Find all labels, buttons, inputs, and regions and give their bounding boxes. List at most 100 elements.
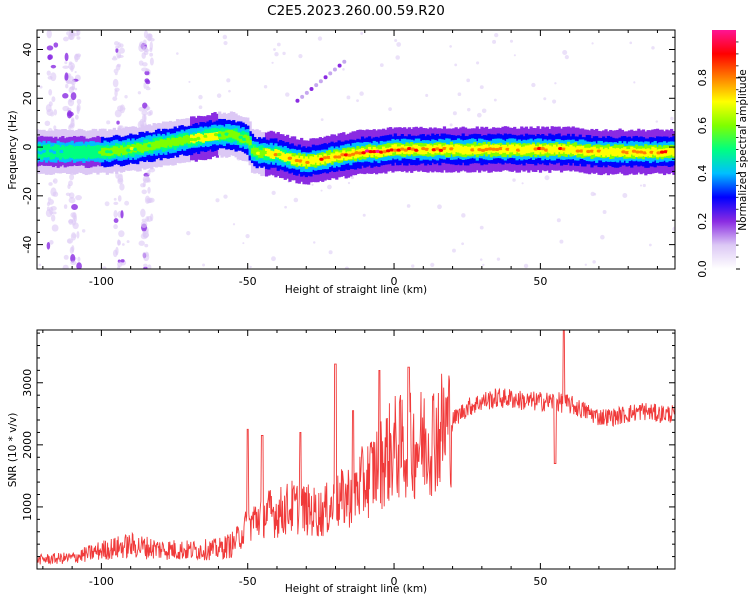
spectrogram-ridge-core xyxy=(329,155,335,159)
spectrogram-speckle xyxy=(554,82,557,85)
y-tick-label: 40 xyxy=(21,43,34,57)
spectrogram-ridge-core xyxy=(336,155,342,159)
spectrogram-speckle xyxy=(119,183,125,191)
snr-xlabel: Height of straight line (km) xyxy=(285,583,427,595)
spectrogram-ridge-core xyxy=(129,146,135,151)
spectrogram-speckle xyxy=(452,111,457,116)
spectrogram-ridge-cell xyxy=(541,146,545,155)
x-tick-label: 0 xyxy=(391,275,398,288)
spectrogram-ridge-core xyxy=(572,147,577,152)
spectrogram-ridge-core xyxy=(291,158,296,163)
spectrogram-speckle xyxy=(51,214,56,222)
spectrogram-speckle xyxy=(113,210,118,219)
spectrogram-ridge-core xyxy=(624,150,630,155)
spectrogram-speckle xyxy=(543,97,547,101)
spectrogram-speckle xyxy=(140,220,148,228)
spectrogram-speckle xyxy=(124,200,130,206)
spectrogram-speckle xyxy=(76,103,81,112)
spectrogram-speckle xyxy=(141,189,147,195)
spectrogram-speckle xyxy=(562,49,568,55)
spectrogram-ridge-core xyxy=(621,150,626,154)
spectrogram-ridge-core xyxy=(442,146,447,151)
spectrogram-ridge-core xyxy=(617,151,623,155)
spectrogram-ridge-core xyxy=(87,150,92,154)
spectrogram-speckle xyxy=(552,99,557,104)
spectrogram-ridge-core xyxy=(361,151,366,155)
spectrogram-ridge-core xyxy=(242,137,247,141)
spectrogram-speckle xyxy=(655,120,659,123)
spectrogram-speckle xyxy=(149,109,153,116)
spectrogram-speckle xyxy=(176,52,179,55)
x-tick-label: -50 xyxy=(239,575,257,588)
spectrogram-ridge-cell xyxy=(555,146,559,155)
spectrogram-ridge-cell xyxy=(325,155,330,164)
spectrogram-ridge-core xyxy=(456,147,461,151)
spectrogram-speckle xyxy=(106,120,111,125)
spectrogram-speckle xyxy=(47,75,53,80)
spectrogram-ridge-core xyxy=(340,153,345,157)
spectrogram-speckle xyxy=(70,118,75,128)
spectrogram-ridge-cell xyxy=(194,133,198,142)
spectrogram-ridge-core xyxy=(192,138,198,142)
spectrogram-speckle xyxy=(147,199,152,204)
spectrogram-ridge-core xyxy=(133,147,138,151)
spectrogram-ridge-cell xyxy=(419,146,423,155)
spectrogram-speckle xyxy=(113,218,119,223)
spectrogram-ridge-core xyxy=(565,147,570,151)
spectrogram-speckle xyxy=(298,54,303,59)
y-tick-label: 3000 xyxy=(21,369,34,397)
spectrogram-speckle xyxy=(120,259,125,263)
spectrogram-ridge-core xyxy=(178,138,184,142)
spectrogram-speckle xyxy=(121,243,125,246)
spectrogram-speckle xyxy=(476,112,482,118)
spectrogram-ridge-core xyxy=(196,136,201,140)
spectrogram-diagonal-blob xyxy=(300,94,305,99)
spectrogram-speckle xyxy=(51,224,59,232)
spectrogram-ridge-core xyxy=(540,147,545,151)
spectrogram-ridge-core xyxy=(561,147,566,151)
spectrogram-ridge-core xyxy=(154,142,159,147)
spectrogram-speckle xyxy=(263,85,268,89)
spectrogram-ridge-core xyxy=(315,159,321,163)
spectrogram-ridge-core xyxy=(161,143,166,147)
spectrogram-speckle xyxy=(633,81,636,84)
spectrogram-speckle xyxy=(591,42,594,45)
spectrogram-ridge-cell xyxy=(545,144,550,153)
spectrogram-speckle xyxy=(113,68,119,74)
spectrogram-ridge-core xyxy=(147,144,152,148)
spectrogram-speckle xyxy=(147,169,151,176)
spectrogram-speckle xyxy=(65,83,69,89)
spectrogram-ridge-core xyxy=(631,149,637,153)
spectrogram-ridge-core xyxy=(343,153,349,157)
spectrogram-speckle xyxy=(112,78,119,88)
spectrogram-speckle xyxy=(118,230,125,238)
spectrogram-speckle xyxy=(274,52,279,57)
spectrogram-speckle xyxy=(143,39,147,46)
spectrogram-ridge-core xyxy=(515,148,521,152)
spectrogram-speckle xyxy=(144,70,150,76)
y-tick-label: 1000 xyxy=(21,493,34,521)
spectrogram-ridge-core xyxy=(463,148,468,152)
spectrogram-speckle xyxy=(64,61,68,65)
spectrogram-speckle xyxy=(142,251,146,259)
spectrogram-speckle xyxy=(68,197,76,204)
spectrogram-ridge-core xyxy=(220,132,226,137)
spectrogram-speckle xyxy=(639,184,643,187)
spectrogram-ridge-core xyxy=(579,149,584,153)
spectrogram-ridge-core xyxy=(652,151,658,155)
spectrogram-speckle xyxy=(142,181,146,188)
spectrogram-ridge-core xyxy=(600,150,605,154)
spectrogram-speckle xyxy=(53,109,58,116)
spectrogram-ridge-cell xyxy=(54,147,58,155)
spectrogram-speckle xyxy=(350,176,354,180)
spectrogram-speckle xyxy=(67,239,72,244)
spectrogram-ticks: -100 -50 0 50 -40 -20 0 20 40 xyxy=(21,30,675,288)
spectrogram-speckle xyxy=(74,87,78,91)
spectrogram-speckle xyxy=(342,68,345,71)
spectrogram-ridge-cell xyxy=(58,149,63,157)
spectrogram-xlabel: Height of straight line (km) xyxy=(285,284,427,296)
spectrogram-speckle xyxy=(68,62,75,71)
figure-title: C2E5.2023.260.00.59.R20 xyxy=(267,3,445,19)
spectrogram-ridge-cell xyxy=(609,146,613,155)
